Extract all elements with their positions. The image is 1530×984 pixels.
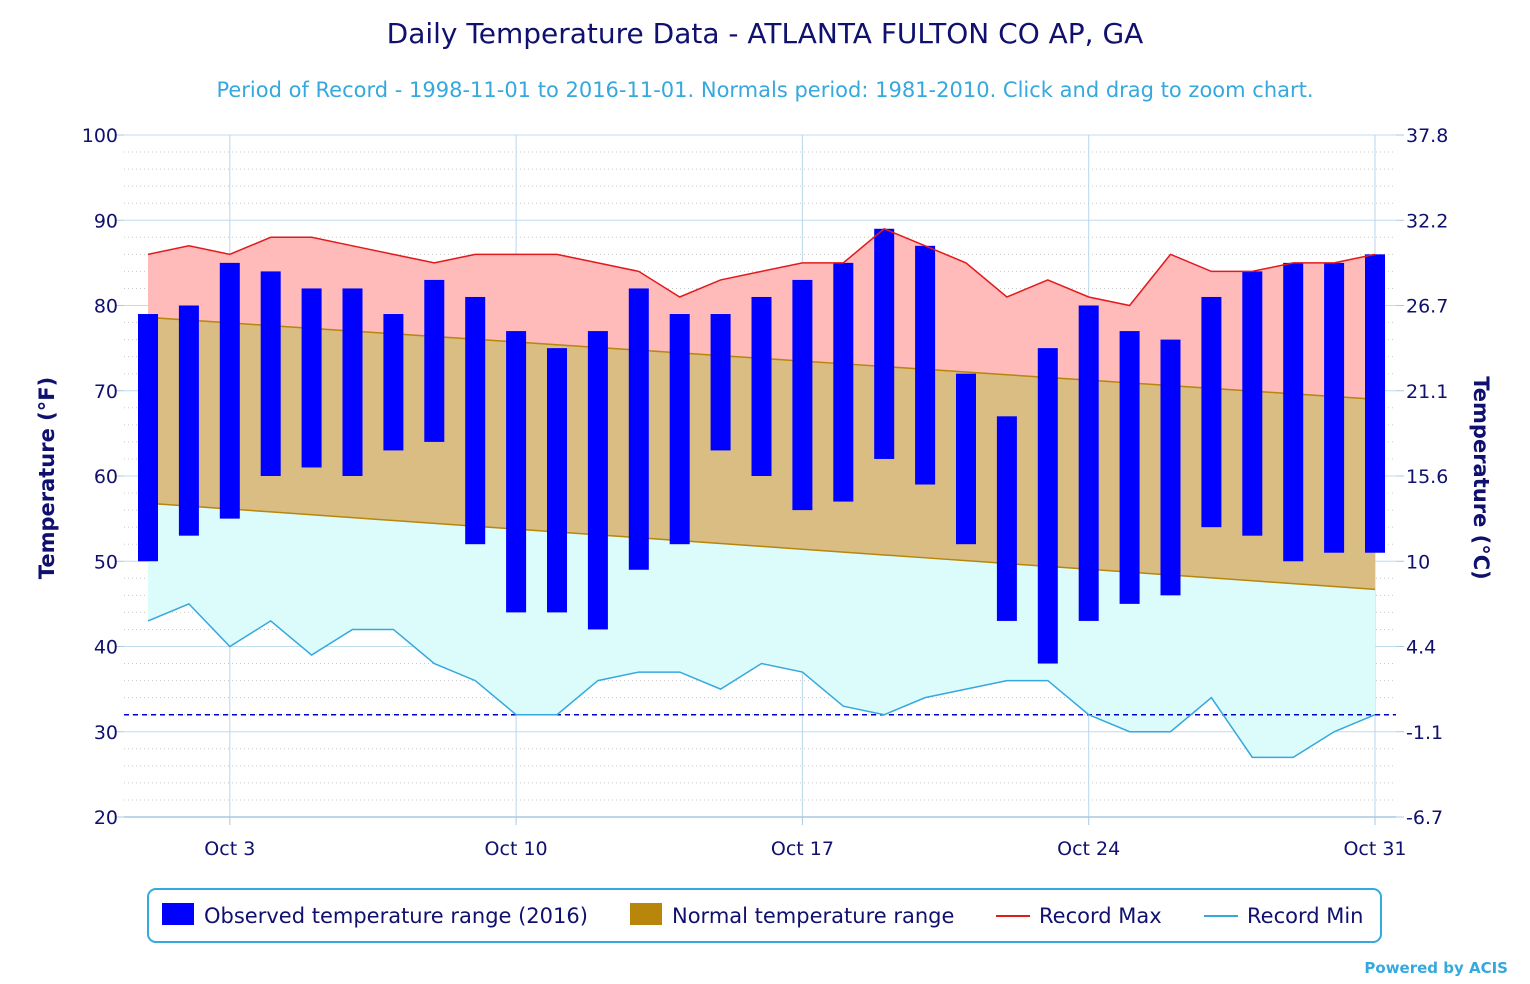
- observed-bar-oct-21: [956, 373, 976, 545]
- legend-label-record-min: Record Min: [1247, 904, 1364, 928]
- credit-link[interactable]: Powered by ACIS: [1364, 959, 1508, 977]
- y-tick-label-left: 50: [94, 551, 118, 573]
- y-tick-label-right: 21.1: [1406, 381, 1448, 403]
- observed-bar-oct-14: [669, 314, 690, 545]
- observed-bar-oct-6: [342, 288, 363, 476]
- y-axis-title-left: Temperature (°F): [35, 377, 59, 579]
- observed-bar-oct-5: [301, 288, 322, 468]
- observed-bar-oct-18: [833, 262, 854, 502]
- y-tick-label-right: 10: [1406, 551, 1430, 573]
- x-tick-label: Oct 24: [1057, 838, 1120, 860]
- observed-bar-oct-16: [751, 296, 772, 476]
- legend-label-observed: Observed temperature range (2016): [204, 904, 588, 928]
- observed-bar-oct-10: [506, 331, 527, 613]
- record-min-line: [147, 602, 1376, 759]
- observed-bar-oct-31: [1365, 254, 1385, 553]
- legend: Observed temperature range (2016) Normal…: [147, 888, 1382, 943]
- y-tick-label-left: 20: [94, 807, 118, 829]
- y-tick-label-left: 60: [94, 466, 118, 488]
- observed-bar-oct-27: [1201, 296, 1222, 528]
- y-tick-label-left: 70: [94, 381, 118, 403]
- x-tick-label: Oct 10: [485, 838, 548, 860]
- y-tick-label-left: 100: [82, 125, 118, 147]
- chart-title: Daily Temperature Data - ATLANTA FULTON …: [387, 17, 1144, 50]
- observed-bar-oct-4: [260, 271, 281, 476]
- observed-bar-oct-7: [383, 314, 404, 451]
- chart-subtitle: Period of Record - 1998-11-01 to 2016-11…: [216, 78, 1313, 102]
- record-min-area: [148, 503, 1375, 758]
- y-tick-label-right: -6.7: [1406, 807, 1443, 829]
- y-tick-label-left: 30: [94, 722, 118, 744]
- y-tick-label-right: 15.6: [1406, 466, 1448, 488]
- observed-bar-oct-1: [138, 314, 158, 562]
- y-tick-label-right: 4.4: [1406, 637, 1436, 659]
- axes: 20 -6.7 30 -1.1 40 4.4 50 10 60 15.6 70 21.1 80 26.7 9…: [82, 125, 1449, 860]
- observed-bar-oct-8: [424, 279, 445, 442]
- observed-bar-oct-29: [1283, 262, 1304, 562]
- observed-bar-oct-20: [915, 245, 936, 485]
- observed-bar-oct-19: [874, 228, 895, 459]
- legend-label-record-max: Record Max: [1039, 904, 1162, 928]
- y-tick-label-left: 80: [94, 296, 118, 318]
- y-tick-label-right: 37.8: [1406, 125, 1448, 147]
- observed-bar-oct-12: [587, 331, 608, 630]
- observed-bar-oct-24: [1078, 305, 1099, 621]
- y-tick-label-right: -1.1: [1406, 722, 1443, 744]
- observed-bar-oct-23: [1037, 348, 1058, 664]
- observed-bar-oct-13: [628, 288, 649, 570]
- observed-bar-oct-3: [219, 262, 240, 519]
- y-axis-title-right: Temperature (°C): [1469, 376, 1493, 579]
- y-tick-label-right: 32.2: [1406, 210, 1448, 232]
- observed-bar-oct-22: [996, 416, 1017, 621]
- observed-bars: [138, 228, 1385, 664]
- y-tick-label-left: 40: [94, 637, 118, 659]
- observed-bar-oct-2: [178, 305, 199, 536]
- legend-box: [147, 888, 1382, 943]
- x-tick-label: Oct 31: [1343, 838, 1406, 860]
- observed-bar-oct-9: [465, 296, 486, 545]
- y-tick-label-left: 90: [94, 210, 118, 232]
- y-tick-label-right: 26.7: [1406, 296, 1448, 318]
- observed-bar-oct-17: [792, 279, 813, 511]
- legend-label-normal: Normal temperature range: [672, 904, 954, 928]
- record-max-line: [147, 227, 1376, 307]
- observed-bar-oct-15: [710, 314, 731, 451]
- legend-swatch-normal: [630, 903, 662, 925]
- legend-swatch-observed: [162, 903, 194, 925]
- observed-bar-oct-25: [1119, 331, 1140, 604]
- observed-bar-oct-26: [1160, 339, 1181, 596]
- x-tick-label: Oct 17: [771, 838, 834, 860]
- x-tick-label: Oct 3: [204, 838, 255, 860]
- record-lines: [124, 227, 1396, 759]
- observed-bar-oct-28: [1242, 271, 1263, 536]
- observed-bar-oct-30: [1324, 262, 1345, 553]
- observed-bar-oct-11: [547, 348, 567, 613]
